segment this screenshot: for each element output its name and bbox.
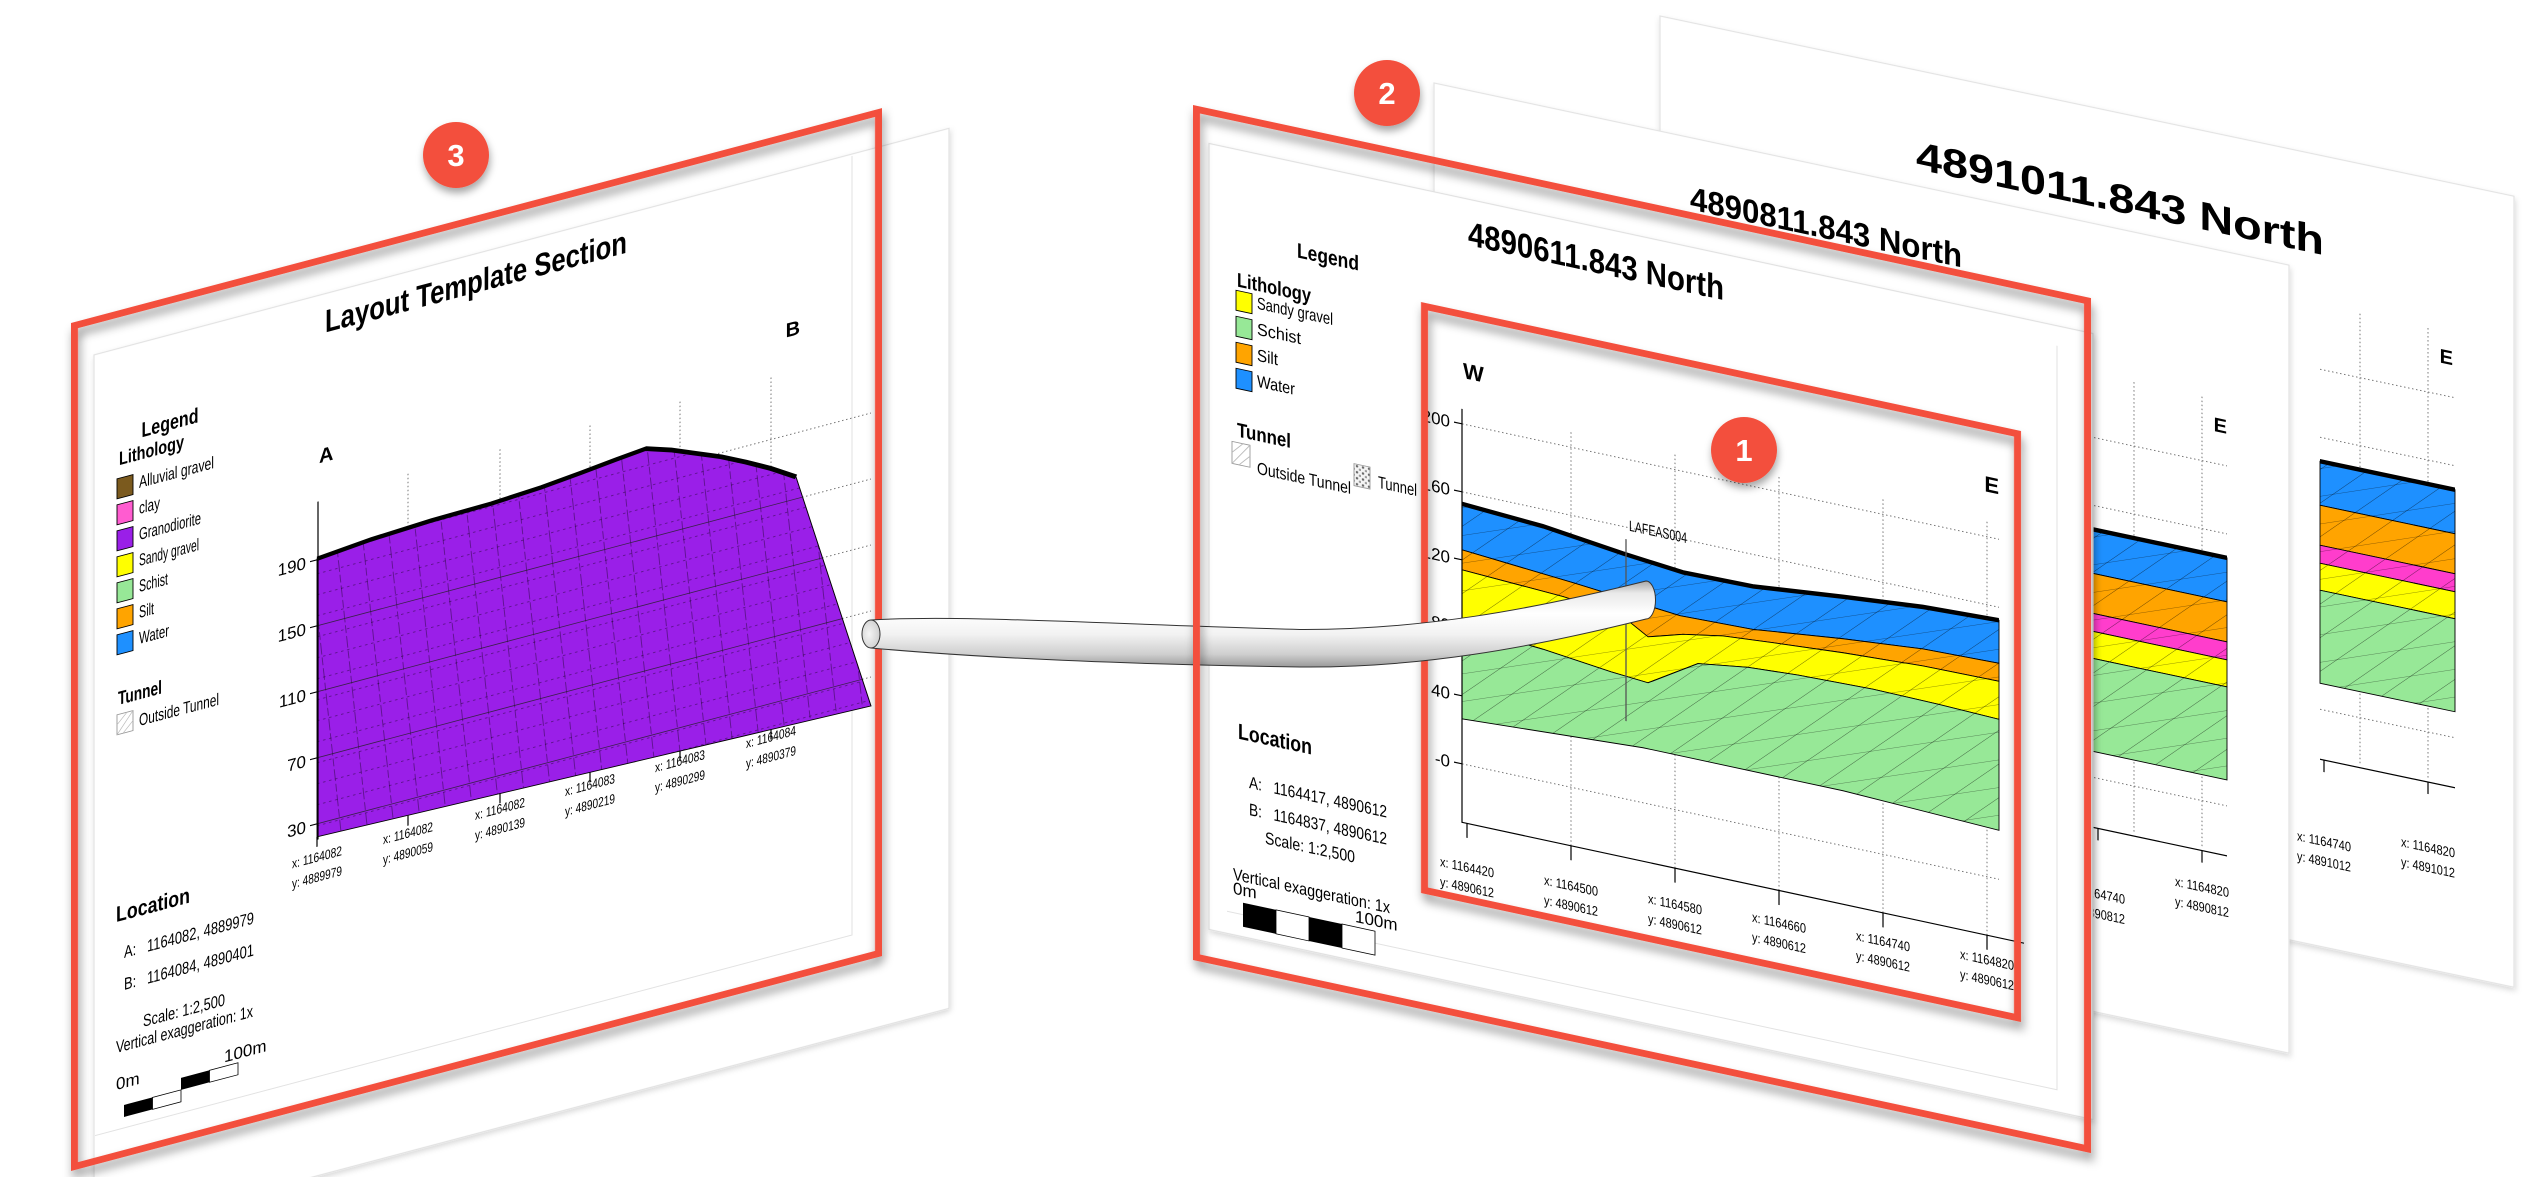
svg-text:E: E <box>2440 346 2453 371</box>
svg-text:W: W <box>1463 358 1484 387</box>
svg-text:1: 1 <box>1735 433 1752 468</box>
svg-text:70: 70 <box>287 751 306 776</box>
svg-text:E: E <box>2214 414 2227 439</box>
svg-text:Silt: Silt <box>139 598 154 622</box>
svg-text:40: 40 <box>1431 679 1450 703</box>
svg-text:B: B <box>786 317 800 342</box>
svg-text:2: 2 <box>1378 76 1395 111</box>
svg-text:clay: clay <box>139 493 160 518</box>
svg-text:0m: 0m <box>1233 878 1257 903</box>
svg-text:E: E <box>1984 471 1999 499</box>
svg-text:3: 3 <box>447 138 464 173</box>
svg-text:30: 30 <box>287 817 306 842</box>
svg-text:0m: 0m <box>116 1068 140 1094</box>
svg-text:Silt: Silt <box>1257 345 1278 369</box>
svg-text:-0: -0 <box>1435 748 1450 771</box>
svg-text:A: A <box>319 443 334 469</box>
